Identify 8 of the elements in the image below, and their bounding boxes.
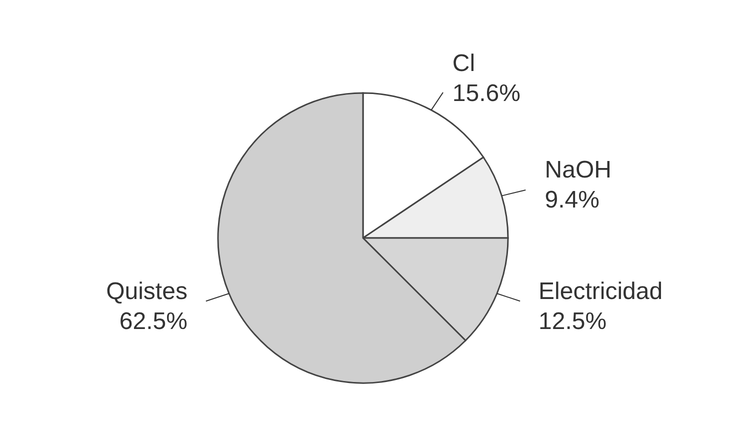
slice-label: Electricidad — [538, 278, 663, 305]
slice-label: NaOH — [544, 156, 612, 184]
data-label: 9.4% — [544, 186, 600, 214]
slice-label: Cl — [452, 50, 476, 78]
data-label: 15.6% — [452, 80, 520, 108]
slice-label: Quistes — [106, 278, 188, 305]
data-label: 12.5% — [538, 308, 607, 335]
data-label: 62.5% — [119, 308, 188, 335]
